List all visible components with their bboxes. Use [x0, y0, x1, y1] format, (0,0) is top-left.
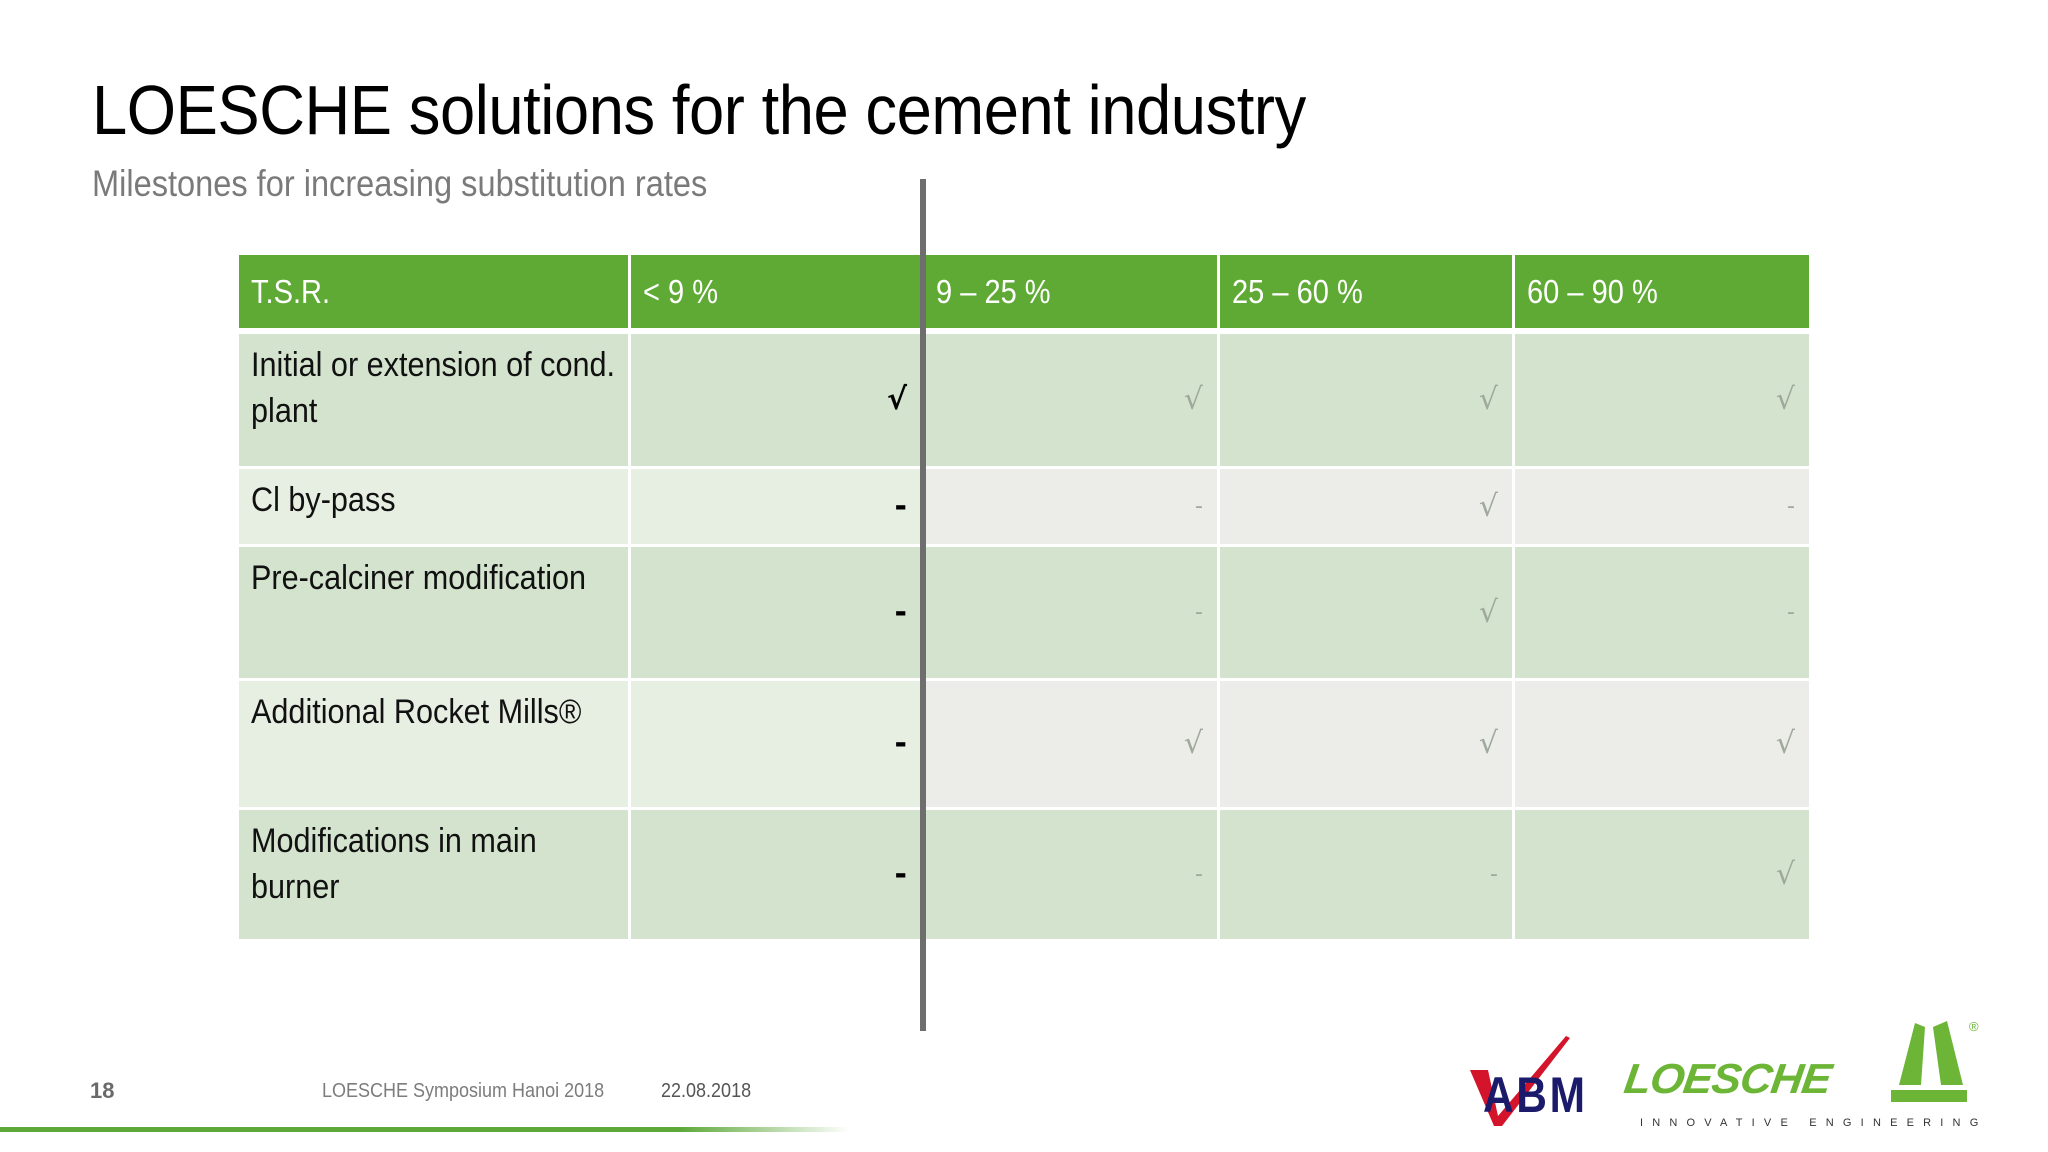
check-icon: √: [886, 382, 907, 417]
dash-icon: -: [894, 726, 907, 761]
table-cell: -: [924, 810, 1220, 942]
check-icon: √: [1775, 382, 1795, 417]
slide-title: LOESCHE solutions for the cement industr…: [92, 71, 1306, 149]
table-cell: √: [924, 681, 1220, 810]
dash-icon: -: [1195, 493, 1203, 519]
header-cell-25-60: 25 – 60 %: [1220, 255, 1515, 334]
svg-text:ABM: ABM: [1483, 1067, 1585, 1123]
loesche-wordmark: LOESCHE: [1621, 1055, 1834, 1102]
check-icon: √: [1775, 726, 1795, 761]
tsr-milestones-table: T.S.R. < 9 % 9 – 25 % 25 – 60 % 60 – 90 …: [239, 255, 1809, 942]
table-row: Modifications in main burner - - - √: [239, 810, 1809, 942]
current-status-divider-line: [920, 179, 926, 1031]
table-cell: √: [1220, 681, 1515, 810]
row-label: Initial or extension of cond. plant: [239, 334, 631, 469]
table-cell: -: [631, 469, 924, 547]
check-icon: √: [1183, 726, 1203, 761]
check-icon: √: [1478, 726, 1498, 761]
table-cell: -: [631, 547, 924, 681]
dash-icon: -: [1490, 861, 1498, 887]
footer-green-rule: [0, 1127, 850, 1132]
check-icon: √: [1775, 856, 1795, 892]
row-label: Cl by-pass: [239, 469, 631, 547]
page-number: 18: [90, 1078, 115, 1103]
check-icon: √: [1183, 382, 1203, 417]
table-cell: √: [631, 334, 924, 469]
row-label: Pre-calciner modification: [239, 547, 631, 681]
dash-icon: -: [1195, 861, 1203, 887]
dash-icon: -: [1195, 599, 1203, 625]
table-cell: √: [1515, 334, 1809, 469]
table-cell: -: [924, 547, 1220, 681]
table-cell: -: [1515, 547, 1809, 681]
table-row: Pre-calciner modification - - √ -: [239, 547, 1809, 681]
header-cell-9-25: 9 – 25 %: [924, 255, 1220, 334]
abm-logo-icon: ABM: [1470, 1036, 1585, 1126]
table-cell: √: [924, 334, 1220, 469]
loesche-mill-icon: ®: [1891, 1019, 1979, 1102]
table-header-row: T.S.R. < 9 % 9 – 25 % 25 – 60 % 60 – 90 …: [239, 255, 1809, 334]
table-cell: -: [1220, 810, 1515, 942]
svg-text:®: ®: [1969, 1019, 1979, 1034]
check-icon: √: [1478, 382, 1498, 417]
footer-date: 22.08.2018: [661, 1080, 752, 1102]
table-cell: -: [631, 810, 924, 942]
header-cell-60-90: 60 – 90 %: [1515, 255, 1809, 334]
dash-icon: -: [894, 856, 907, 892]
loesche-logo: LOESCHE ® INNOVATIVE ENGINEERING: [1620, 1015, 1990, 1135]
table-row: Additional Rocket Mills® - √ √ √: [239, 681, 1809, 810]
table-cell: -: [631, 681, 924, 810]
table-row: Initial or extension of cond. plant √ √ …: [239, 334, 1809, 469]
row-label: Additional Rocket Mills®: [239, 681, 631, 810]
check-icon: √: [1478, 488, 1498, 524]
dash-icon: -: [1787, 599, 1795, 625]
footer-event-name: LOESCHE Symposium Hanoi 2018: [322, 1080, 605, 1102]
table-cell: √: [1515, 681, 1809, 810]
check-icon: √: [1478, 594, 1498, 630]
loesche-tagline: INNOVATIVE ENGINEERING: [1640, 1117, 1988, 1129]
table-cell: -: [1515, 469, 1809, 547]
abm-logo: ABM: [1466, 1030, 1596, 1130]
table-cell: -: [924, 469, 1220, 547]
table-row: Cl by-pass - - √ -: [239, 469, 1809, 547]
header-cell-below-9: < 9 %: [631, 255, 924, 334]
table-cell: √: [1220, 547, 1515, 681]
dash-icon: -: [894, 594, 907, 630]
dash-icon: -: [894, 488, 907, 524]
dash-icon: -: [1787, 493, 1795, 519]
table-cell: √: [1515, 810, 1809, 942]
row-label: Modifications in main burner: [239, 810, 631, 942]
header-cell-tsr: T.S.R.: [239, 255, 631, 334]
table-cell: √: [1220, 334, 1515, 469]
slide-subtitle: Milestones for increasing substitution r…: [92, 163, 708, 204]
table-cell: √: [1220, 469, 1515, 547]
